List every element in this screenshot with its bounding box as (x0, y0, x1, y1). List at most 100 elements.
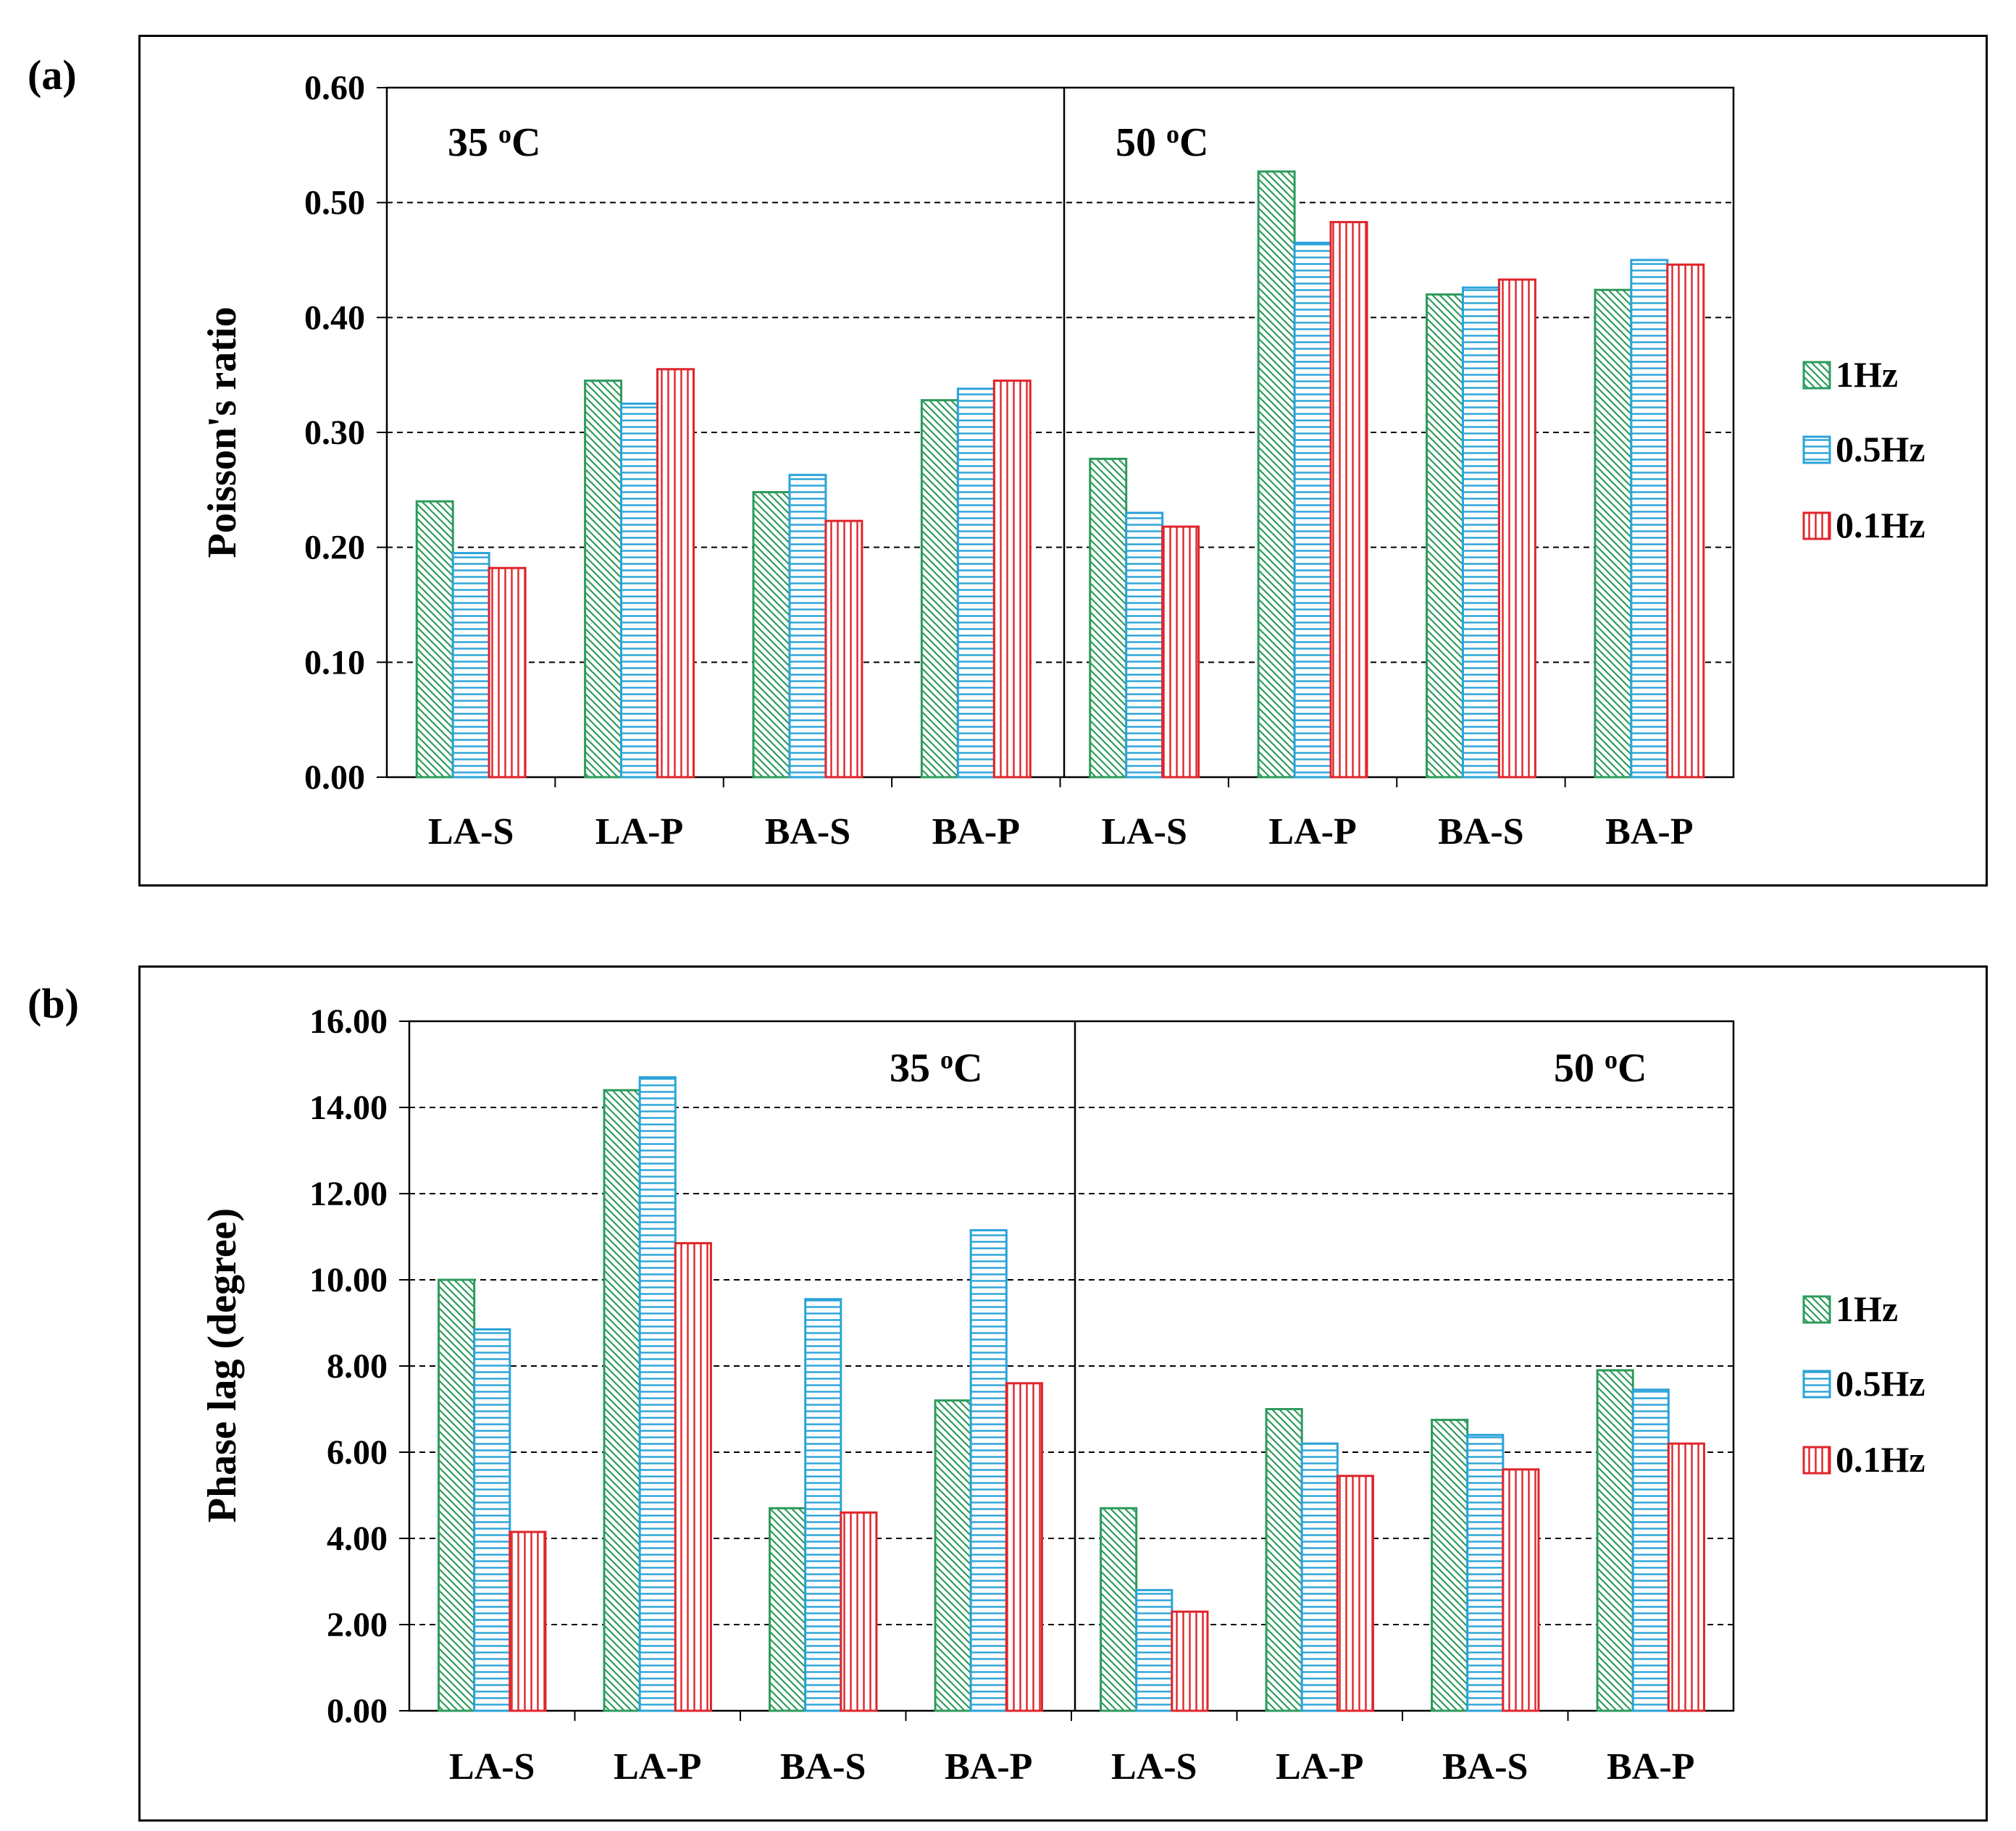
bar-0_1Hz-la-s (488, 566, 527, 779)
y-tick-label: 14.00 (309, 1089, 388, 1127)
bar-1Hz-ba-s (752, 491, 791, 779)
x-category-label: LA-S (1111, 1746, 1197, 1788)
y-tick-label: 0.40 (304, 298, 365, 337)
bar-0_5Hz-ba-p (969, 1229, 1008, 1712)
bar-1Hz-la-p (1265, 1408, 1303, 1712)
y-tick-label: 2.00 (327, 1606, 388, 1644)
bar-1Hz-ba-p (920, 399, 959, 779)
bar-0_5Hz-ba-p (1631, 1388, 1670, 1712)
bar-0_1Hz-ba-s (1497, 278, 1536, 779)
legend-swatch-0_5Hz (1802, 1370, 1831, 1399)
x-category-label: LA-S (1101, 811, 1187, 852)
x-category-label: BA-S (1442, 1746, 1528, 1788)
bar-0_5Hz-ba-s (804, 1298, 842, 1712)
y-tick-label: 0.60 (304, 69, 365, 107)
bar-0_5Hz-ba-p (1630, 259, 1669, 779)
x-category-label: LA-P (1276, 1746, 1363, 1788)
x-category-label: LA-S (449, 1746, 535, 1788)
bar-0_5Hz-la-p (620, 402, 659, 779)
legend-label: 0.1Hz (1836, 1439, 1925, 1480)
bar-0_5Hz-la-s (451, 552, 490, 779)
temperature-label: 35 oC (890, 1045, 982, 1091)
bar-0_1Hz-la-s (1171, 1610, 1209, 1712)
y-tick-label: 0.10 (304, 643, 365, 682)
panel-a-letter: (a) (28, 51, 77, 99)
panel-b-letter: (b) (28, 980, 79, 1027)
bar-1Hz-ba-s (769, 1507, 807, 1712)
x-category-label: LA-P (595, 811, 683, 852)
y-tick-label: 16.00 (309, 1002, 388, 1041)
bar-0_1Hz-ba-p (1666, 263, 1705, 779)
bar-0_5Hz-la-p (1293, 241, 1332, 779)
y-tick-label: 0.00 (304, 758, 365, 797)
y-tick-label: 8.00 (327, 1347, 388, 1386)
bar-0_1Hz-la-s (509, 1530, 547, 1712)
x-category-label: LA-P (1268, 811, 1356, 852)
y-tick-label: 0.30 (304, 414, 365, 452)
legend-label: 0.5Hz (1836, 1363, 1925, 1404)
bar-0_1Hz-ba-s (840, 1511, 878, 1712)
legend-swatch-0_1Hz (1802, 1446, 1831, 1475)
y-tick-label: 0.20 (304, 529, 365, 567)
bar-1Hz-la-s (415, 500, 454, 779)
bar-1Hz-ba-s (1425, 293, 1464, 779)
bar-0_5Hz-la-p (638, 1076, 677, 1712)
bar-1Hz-la-s (438, 1278, 476, 1712)
x-category-label: BA-P (932, 811, 1020, 852)
legend-swatch-1Hz (1802, 1295, 1831, 1324)
y-tick-label: 12.00 (309, 1175, 388, 1213)
bar-0_5Hz-ba-s (1466, 1433, 1505, 1712)
bar-0_1Hz-la-p (674, 1241, 712, 1712)
y-tick-label: 4.00 (327, 1520, 388, 1558)
bar-0_1Hz-ba-s (1502, 1468, 1540, 1712)
bar-0_1Hz-ba-s (824, 519, 863, 779)
bar-1Hz-ba-p (1594, 288, 1633, 779)
x-category-label: BA-P (1605, 811, 1693, 852)
y-tick-label: 6.00 (327, 1433, 388, 1472)
bar-1Hz-ba-p (1596, 1369, 1634, 1712)
bar-0_1Hz-la-p (1329, 221, 1368, 779)
temperature-label: 50 oC (1554, 1045, 1647, 1091)
bar-0_1Hz-la-p (1336, 1475, 1374, 1712)
bar-0_5Hz-la-s (473, 1328, 511, 1712)
bar-0_1Hz-ba-p (1667, 1442, 1705, 1712)
bar-0_5Hz-la-s (1135, 1588, 1174, 1712)
legend-swatch-0_1Hz (1802, 511, 1831, 540)
y-axis-label: Poisson's ratio (200, 307, 245, 558)
legend-label: 1Hz (1836, 354, 1898, 395)
bar-0_1Hz-la-s (1161, 525, 1200, 779)
x-category-label: LA-P (614, 1746, 701, 1788)
bar-0_5Hz-ba-s (788, 474, 827, 779)
legend-label: 0.1Hz (1836, 505, 1925, 545)
bar-1Hz-la-p (1257, 170, 1296, 779)
bar-0_1Hz-la-p (656, 368, 695, 779)
x-category-label: BA-P (945, 1746, 1032, 1788)
y-axis-label: Phase lag (degree) (200, 1208, 245, 1522)
x-category-label: BA-S (765, 811, 850, 852)
x-category-label: BA-P (1607, 1746, 1694, 1788)
bar-1Hz-ba-p (934, 1399, 972, 1712)
x-category-label: BA-S (780, 1746, 866, 1788)
y-tick-label: 0.00 (327, 1692, 388, 1730)
legend-label: 1Hz (1836, 1289, 1898, 1329)
bar-1Hz-la-p (584, 380, 623, 779)
bar-1Hz-la-s (1089, 457, 1128, 779)
bar-1Hz-la-p (603, 1089, 641, 1712)
y-tick-label: 10.00 (309, 1261, 388, 1299)
bar-0_1Hz-ba-p (992, 380, 1032, 779)
y-tick-label: 0.50 (304, 184, 365, 222)
bar-1Hz-ba-s (1431, 1418, 1469, 1712)
bar-0_5Hz-la-p (1300, 1442, 1339, 1712)
legend-swatch-1Hz (1802, 361, 1831, 390)
bar-1Hz-la-s (1100, 1507, 1138, 1712)
temperature-label: 35 oC (448, 120, 540, 165)
legend-swatch-0_5Hz (1802, 435, 1831, 464)
temperature-label: 50 oC (1116, 120, 1208, 165)
x-category-label: LA-S (428, 811, 514, 852)
x-category-label: BA-S (1438, 811, 1523, 852)
bar-0_5Hz-ba-p (956, 387, 995, 779)
chart-a: 0.00 0.10 0.20 0.30 0.40 0.50 0.60 LA-S LA-P BA-S… (200, 69, 1925, 852)
bar-0_1Hz-ba-p (1005, 1382, 1043, 1712)
chart-b: 0.00 2.00 4.00 6.00 8.00 10.00 12.00 14.00 16.00… (200, 1002, 1925, 1788)
